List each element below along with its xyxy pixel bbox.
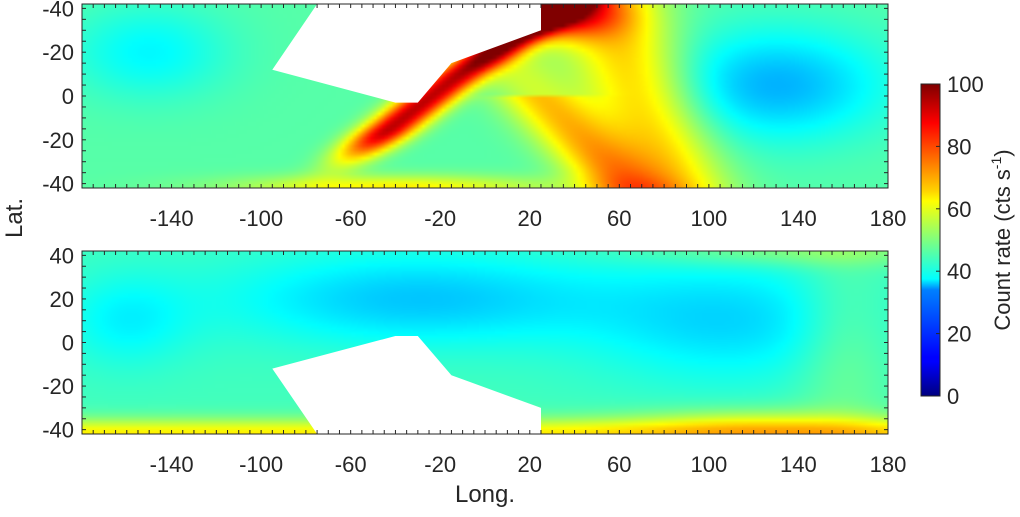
bottom-x-tick-labels: -140 -100 -60 -20 20 60 100 140 180 (150, 452, 907, 477)
bottom-panel: -140 -100 -60 -20 20 60 100 140 180 40 20 0 -20 -40 (42, 243, 906, 477)
y-tick-label: 40 (50, 243, 74, 268)
x-tick-label: 60 (607, 206, 631, 231)
bottom-y-tick-labels: 40 20 0 -20 -40 (42, 243, 74, 442)
colorbar-gradient (920, 83, 941, 397)
x-tick-label: 180 (870, 452, 907, 477)
x-tick-label: 140 (780, 452, 817, 477)
x-tick-label: -100 (239, 452, 283, 477)
colorbar-title-close: ) (990, 149, 1015, 156)
colorbar-tick-label: 100 (947, 72, 984, 97)
x-tick-label: -100 (239, 206, 283, 231)
x-tick-label: 100 (691, 452, 728, 477)
colorbar-tick-label: 80 (947, 134, 971, 159)
x-tick-label: 100 (691, 206, 728, 231)
y-tick-label: -20 (42, 374, 74, 399)
x-tick-label: 20 (518, 206, 542, 231)
y-tick-label: -20 (42, 40, 74, 65)
colorbar-ticks: 100 80 60 40 20 0 (936, 72, 984, 409)
top-panel: -140 -100 -60 -20 20 60 100 140 180 -40-200-20-4… (42, 0, 906, 231)
bottom-no-data-region (272, 336, 541, 434)
x-tick-label: 140 (780, 206, 817, 231)
x-tick-label: 180 (870, 206, 907, 231)
top-y-tick-labels: -40 -20 0 -20 -40 (42, 0, 74, 197)
y-axis-title: Lat. (1, 198, 28, 238)
top-x-tick-labels: -140 -100 -60 -20 20 60 100 140 180 (150, 206, 907, 231)
colorbar-title-superscript: -1 (988, 157, 1004, 170)
x-tick-label: -140 (150, 452, 194, 477)
x-tick-label: 60 (607, 452, 631, 477)
colorbar-title-main: Count rate (cts s (990, 169, 1015, 330)
x-axis-title: Long. (455, 481, 515, 508)
x-tick-label: -20 (424, 206, 456, 231)
y-tick-label: -40 (42, 0, 74, 21)
x-tick-label: -60 (335, 206, 367, 231)
y-tick-label: -40 (42, 172, 74, 197)
top-no-data-region (272, 4, 541, 103)
no-data-polygon (272, 336, 541, 434)
colorbar-tick-label: 60 (947, 197, 971, 222)
x-tick-label: -20 (424, 452, 456, 477)
colorbar-tick-label: 0 (947, 384, 959, 409)
x-tick-label: -60 (335, 452, 367, 477)
colorbar-title: Count rate (cts s-1) (988, 149, 1015, 330)
y-tick-label: -20 (42, 128, 74, 153)
colorbar-tick-label: 20 (947, 322, 971, 347)
y-tick-label: 20 (50, 287, 74, 312)
no-data-polygon (272, 4, 541, 103)
y-tick-label: 0 (62, 331, 74, 356)
x-tick-label: 20 (518, 452, 542, 477)
top-minor-ticks (81, 4, 889, 188)
colorbar: 100 80 60 40 20 0 Count rate (cts s-1) (920, 72, 1015, 409)
y-tick-label: 0 (62, 84, 74, 109)
y-tick-label: -40 (42, 418, 74, 443)
bottom-minor-ticks (81, 251, 889, 434)
colorbar-tick-label: 40 (947, 259, 971, 284)
x-tick-label: -140 (150, 206, 194, 231)
